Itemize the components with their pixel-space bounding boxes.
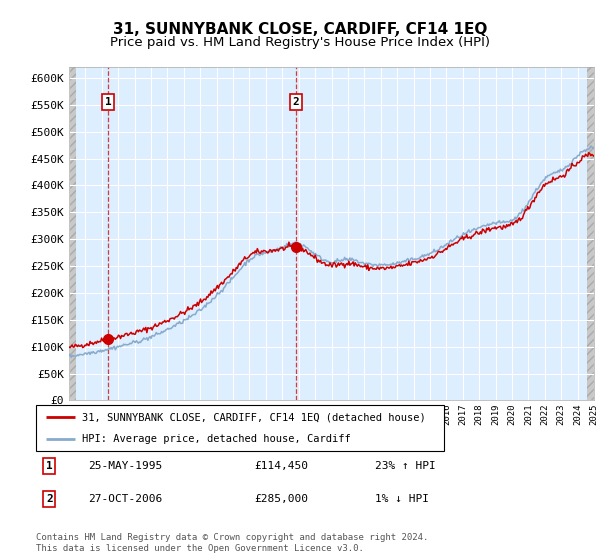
Text: Contains HM Land Registry data © Crown copyright and database right 2024.
This d: Contains HM Land Registry data © Crown c… bbox=[36, 533, 428, 553]
Text: 2: 2 bbox=[292, 97, 299, 107]
Text: Price paid vs. HM Land Registry's House Price Index (HPI): Price paid vs. HM Land Registry's House … bbox=[110, 36, 490, 49]
Text: 1: 1 bbox=[46, 461, 53, 471]
Text: £114,450: £114,450 bbox=[254, 461, 308, 471]
Text: 23% ↑ HPI: 23% ↑ HPI bbox=[376, 461, 436, 471]
Text: 1% ↓ HPI: 1% ↓ HPI bbox=[376, 494, 430, 504]
Bar bbox=[69, 67, 76, 400]
Text: 31, SUNNYBANK CLOSE, CARDIFF, CF14 1EQ: 31, SUNNYBANK CLOSE, CARDIFF, CF14 1EQ bbox=[113, 22, 487, 38]
Text: 25-MAY-1995: 25-MAY-1995 bbox=[88, 461, 163, 471]
FancyBboxPatch shape bbox=[36, 405, 444, 451]
Bar bbox=[587, 67, 594, 400]
Text: 2: 2 bbox=[46, 494, 53, 504]
Text: 27-OCT-2006: 27-OCT-2006 bbox=[88, 494, 163, 504]
Text: HPI: Average price, detached house, Cardiff: HPI: Average price, detached house, Card… bbox=[82, 435, 350, 444]
Text: 31, SUNNYBANK CLOSE, CARDIFF, CF14 1EQ (detached house): 31, SUNNYBANK CLOSE, CARDIFF, CF14 1EQ (… bbox=[82, 412, 425, 422]
Text: 1: 1 bbox=[104, 97, 112, 107]
Text: £285,000: £285,000 bbox=[254, 494, 308, 504]
